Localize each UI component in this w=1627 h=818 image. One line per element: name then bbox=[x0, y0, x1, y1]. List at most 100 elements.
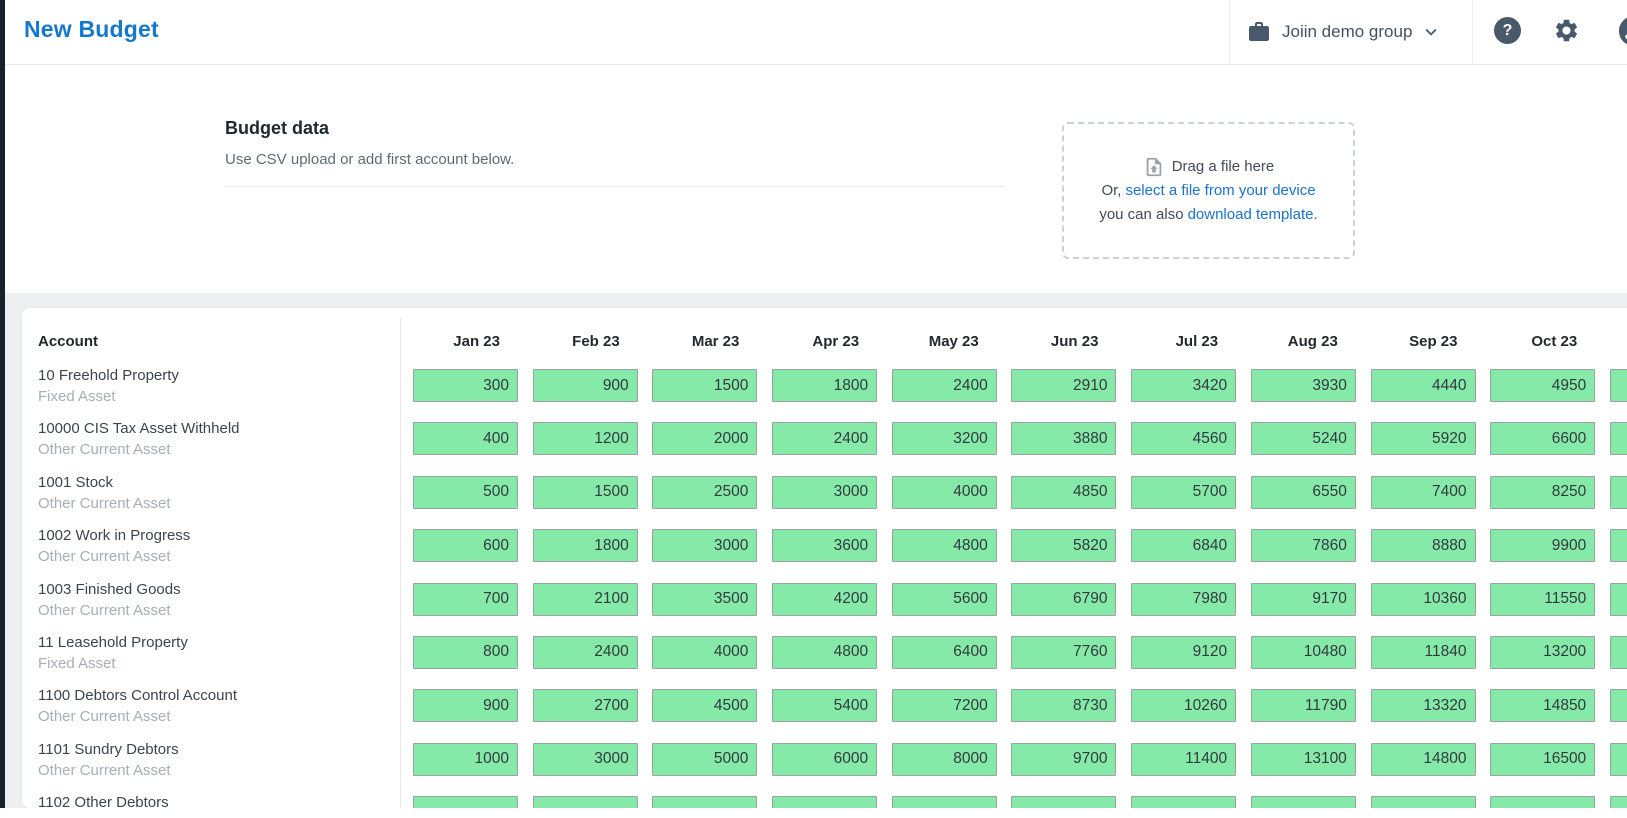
budget-cell-input[interactable] bbox=[652, 796, 758, 808]
budget-cell-input[interactable] bbox=[1011, 796, 1117, 808]
budget-cell-input[interactable] bbox=[1131, 742, 1237, 776]
budget-cell-input[interactable] bbox=[772, 529, 878, 563]
budget-cell-input[interactable] bbox=[1011, 635, 1117, 669]
budget-cell-input[interactable] bbox=[652, 529, 758, 563]
budget-cell-input[interactable] bbox=[1609, 796, 1627, 808]
budget-cell-input[interactable] bbox=[1011, 422, 1117, 456]
budget-cell-input[interactable] bbox=[1370, 422, 1476, 456]
budget-cell-input[interactable] bbox=[1131, 475, 1237, 509]
budget-cell-input[interactable] bbox=[1131, 635, 1237, 669]
budget-cell-input[interactable] bbox=[1490, 742, 1596, 776]
budget-cell-input[interactable] bbox=[1011, 689, 1117, 723]
select-file-link[interactable]: select a file from your device bbox=[1125, 181, 1316, 199]
download-template-link[interactable]: download template. bbox=[1187, 205, 1318, 223]
budget-cell-input[interactable] bbox=[1011, 475, 1117, 509]
budget-cell-input[interactable] bbox=[1609, 689, 1627, 723]
budget-cell-input[interactable] bbox=[413, 422, 518, 456]
budget-cell-input[interactable] bbox=[1370, 689, 1476, 723]
budget-cell-input[interactable] bbox=[1490, 475, 1596, 509]
budget-cell-input[interactable] bbox=[891, 742, 997, 776]
budget-cell-input[interactable] bbox=[1490, 582, 1596, 616]
budget-cell-input[interactable] bbox=[652, 742, 758, 776]
budget-cell-input[interactable] bbox=[772, 635, 878, 669]
budget-cell-input[interactable] bbox=[532, 796, 638, 808]
budget-cell-input[interactable] bbox=[1250, 742, 1356, 776]
budget-cell-input[interactable] bbox=[891, 475, 997, 509]
budget-cell-input[interactable] bbox=[1131, 582, 1237, 616]
budget-cell-input[interactable] bbox=[1250, 529, 1356, 563]
budget-cell-input[interactable] bbox=[532, 689, 638, 723]
budget-cell-input[interactable] bbox=[1609, 369, 1627, 402]
budget-cell-input[interactable] bbox=[1011, 742, 1117, 776]
budget-cell-input[interactable] bbox=[1370, 369, 1476, 402]
budget-cell-input[interactable] bbox=[1370, 475, 1476, 509]
budget-cell-input[interactable] bbox=[1609, 422, 1627, 456]
budget-cell-input[interactable] bbox=[891, 529, 997, 563]
budget-cell-input[interactable] bbox=[652, 582, 758, 616]
budget-cell-input[interactable] bbox=[532, 742, 638, 776]
budget-cell-input[interactable] bbox=[652, 422, 758, 456]
budget-cell-input[interactable] bbox=[1131, 796, 1237, 808]
budget-cell-input[interactable] bbox=[1250, 475, 1356, 509]
account-button[interactable] bbox=[1616, 13, 1627, 49]
budget-cell-input[interactable] bbox=[413, 635, 518, 669]
budget-cell-input[interactable] bbox=[532, 422, 638, 456]
file-dropzone[interactable]: Drag a file here Or, select a file from … bbox=[1062, 122, 1355, 259]
budget-cell-input[interactable] bbox=[1490, 635, 1596, 669]
budget-cell-input[interactable] bbox=[532, 475, 638, 509]
budget-cell-input[interactable] bbox=[772, 582, 878, 616]
budget-cell-input[interactable] bbox=[1370, 796, 1476, 808]
budget-cell-input[interactable] bbox=[413, 582, 518, 616]
budget-cell-input[interactable] bbox=[1011, 369, 1117, 402]
budget-cell-input[interactable] bbox=[1250, 422, 1356, 456]
budget-cell-input[interactable] bbox=[772, 742, 878, 776]
budget-cell-input[interactable] bbox=[1250, 635, 1356, 669]
budget-cell-input[interactable] bbox=[1609, 475, 1627, 509]
budget-cell-input[interactable] bbox=[652, 689, 758, 723]
budget-cell-input[interactable] bbox=[413, 475, 518, 509]
budget-cell-input[interactable] bbox=[891, 689, 997, 723]
budget-cell-input[interactable] bbox=[413, 369, 518, 402]
budget-cell-input[interactable] bbox=[1370, 635, 1476, 669]
budget-cell-input[interactable] bbox=[1609, 635, 1627, 669]
budget-cell-input[interactable] bbox=[772, 475, 878, 509]
budget-cell-input[interactable] bbox=[1490, 529, 1596, 563]
group-selector[interactable]: Joiin demo group bbox=[1247, 0, 1442, 64]
budget-cell-input[interactable] bbox=[532, 582, 638, 616]
budget-cell-input[interactable] bbox=[1490, 796, 1596, 808]
budget-cell-input[interactable] bbox=[891, 635, 997, 669]
budget-cell-input[interactable] bbox=[652, 635, 758, 669]
budget-cell-input[interactable] bbox=[1250, 796, 1356, 808]
budget-cell-input[interactable] bbox=[413, 689, 518, 723]
budget-cell-input[interactable] bbox=[413, 742, 518, 776]
budget-cell-input[interactable] bbox=[1011, 582, 1117, 616]
budget-cell-input[interactable] bbox=[1490, 422, 1596, 456]
budget-cell-input[interactable] bbox=[772, 369, 878, 402]
budget-cell-input[interactable] bbox=[891, 796, 997, 808]
budget-cell-input[interactable] bbox=[1250, 582, 1356, 616]
budget-cell-input[interactable] bbox=[1250, 369, 1356, 402]
budget-cell-input[interactable] bbox=[1370, 742, 1476, 776]
budget-cell-input[interactable] bbox=[1131, 369, 1237, 402]
budget-cell-input[interactable] bbox=[1370, 529, 1476, 563]
budget-cell-input[interactable] bbox=[413, 796, 518, 808]
budget-cell-input[interactable] bbox=[1609, 742, 1627, 776]
budget-cell-input[interactable] bbox=[652, 369, 758, 402]
budget-cell-input[interactable] bbox=[1609, 529, 1627, 563]
budget-cell-input[interactable] bbox=[772, 689, 878, 723]
budget-cell-input[interactable] bbox=[1490, 369, 1596, 402]
budget-cell-input[interactable] bbox=[1131, 689, 1237, 723]
budget-cell-input[interactable] bbox=[772, 796, 878, 808]
budget-cell-input[interactable] bbox=[1131, 422, 1237, 456]
budget-cell-input[interactable] bbox=[891, 582, 997, 616]
settings-button[interactable] bbox=[1553, 17, 1580, 44]
budget-cell-input[interactable] bbox=[532, 369, 638, 402]
budget-cell-input[interactable] bbox=[1490, 689, 1596, 723]
budget-cell-input[interactable] bbox=[1609, 582, 1627, 616]
budget-cell-input[interactable] bbox=[1131, 529, 1237, 563]
budget-cell-input[interactable] bbox=[891, 369, 997, 402]
budget-cell-input[interactable] bbox=[413, 529, 518, 563]
budget-cell-input[interactable] bbox=[772, 422, 878, 456]
budget-cell-input[interactable] bbox=[1370, 582, 1476, 616]
help-button[interactable]: ? bbox=[1494, 17, 1521, 44]
